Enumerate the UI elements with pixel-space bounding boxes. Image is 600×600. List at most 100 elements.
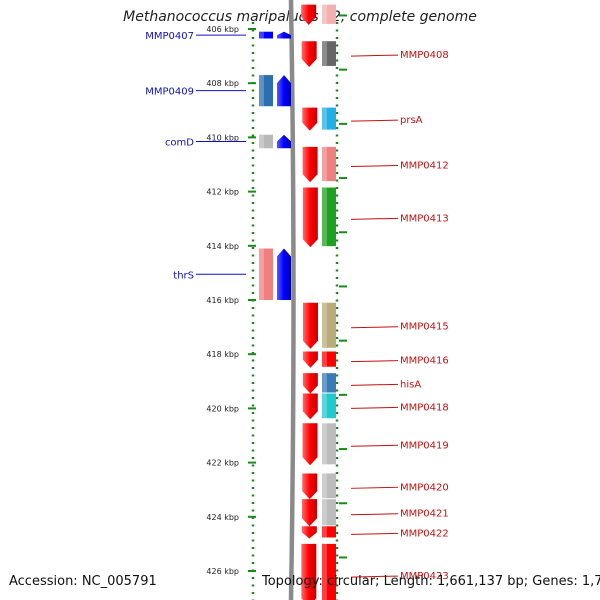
gene-arrow-forward[interactable] bbox=[277, 248, 291, 300]
cog-box-highlight bbox=[322, 526, 327, 538]
gene-label[interactable]: thrS bbox=[173, 270, 194, 281]
gene-label[interactable]: MMP0418 bbox=[400, 402, 449, 413]
gene-label[interactable]: MMP0421 bbox=[400, 509, 449, 520]
gene-label[interactable]: MMP0413 bbox=[400, 213, 449, 224]
cog-color-box bbox=[259, 75, 273, 107]
gene-label-leader bbox=[350, 326, 399, 329]
cog-box-highlight bbox=[322, 499, 327, 526]
cog-box-highlight bbox=[322, 4, 327, 24]
gene-label-leader bbox=[350, 444, 399, 447]
axis-tick-label: 424 kbp bbox=[206, 513, 239, 522]
gene-label-leader bbox=[350, 165, 399, 167]
gene-label-leader bbox=[350, 532, 399, 535]
cog-box-highlight bbox=[322, 373, 327, 393]
axis-tick-label: 416 kbp bbox=[206, 296, 239, 305]
gene-label[interactable]: MMP0422 bbox=[400, 528, 449, 539]
cog-box-highlight bbox=[322, 107, 327, 130]
cog-box-highlight bbox=[322, 146, 327, 182]
cog-box-highlight bbox=[259, 248, 264, 300]
gene-label[interactable]: MMP0423 bbox=[400, 571, 449, 582]
cog-color-box bbox=[259, 31, 273, 39]
gene-label-leader bbox=[350, 217, 399, 220]
gene-label[interactable]: MMP0419 bbox=[400, 440, 449, 451]
cog-color-box bbox=[322, 499, 336, 526]
cog-box-highlight bbox=[322, 351, 327, 367]
gene-arrow-forward[interactable] bbox=[277, 134, 291, 149]
gene-label[interactable]: MMP0415 bbox=[400, 322, 449, 333]
cog-color-box bbox=[322, 373, 336, 393]
gene-label[interactable]: hisA bbox=[400, 379, 421, 390]
genome-stats-text: Topology: circular; Length: 1,661,137 bp… bbox=[262, 574, 600, 589]
gene-label-leader bbox=[350, 54, 399, 57]
axis-tick-label: 408 kbp bbox=[206, 79, 239, 88]
axis-tick-label: 420 kbp bbox=[206, 404, 239, 413]
genome-backbone bbox=[288, 0, 296, 600]
gene-arrow-reverse[interactable] bbox=[302, 187, 318, 248]
cog-color-box bbox=[322, 473, 336, 499]
gene-label-leader bbox=[350, 119, 399, 122]
gene-label[interactable]: MMP0409 bbox=[145, 87, 194, 98]
axis-tick-label: 422 kbp bbox=[206, 459, 239, 468]
cog-color-box bbox=[322, 351, 336, 367]
cog-color-box bbox=[322, 302, 336, 348]
accession-text: Accession: NC_005791 bbox=[9, 574, 157, 589]
gene-label-leader bbox=[350, 513, 399, 516]
axis-tick-label: 406 kbp bbox=[206, 25, 239, 34]
cog-box-highlight bbox=[322, 473, 327, 499]
cog-color-box bbox=[322, 543, 336, 600]
gene-label-leader bbox=[350, 360, 399, 363]
genome-title: Methanococcus maripaludis S2, complete g… bbox=[123, 9, 477, 25]
cog-color-box bbox=[322, 41, 336, 66]
gene-arrow-forward[interactable] bbox=[277, 75, 291, 107]
gene-arrow-reverse[interactable] bbox=[302, 351, 318, 368]
cog-color-box bbox=[322, 146, 336, 182]
gene-label[interactable]: MMP0412 bbox=[400, 161, 449, 172]
axis-tick-label: 412 kbp bbox=[206, 188, 239, 197]
cog-box-highlight bbox=[322, 302, 327, 348]
axis-tick-label: 414 kbp bbox=[206, 242, 239, 251]
gene-arrow-forward[interactable] bbox=[277, 31, 291, 39]
gene-label-leader bbox=[350, 575, 399, 578]
cog-box-highlight bbox=[259, 31, 264, 39]
cog-box-highlight bbox=[322, 187, 327, 247]
cog-color-box bbox=[322, 4, 336, 24]
cog-box-highlight bbox=[322, 393, 327, 419]
gene-label[interactable]: MMP0416 bbox=[400, 356, 449, 367]
cog-box-highlight bbox=[322, 543, 327, 600]
gene-label[interactable]: MMP0420 bbox=[400, 482, 449, 493]
gene-arrow-reverse[interactable] bbox=[301, 543, 317, 600]
gene-label[interactable]: MMP0407 bbox=[145, 31, 194, 42]
gene-label[interactable]: comD bbox=[165, 137, 194, 148]
cog-box-highlight bbox=[259, 134, 264, 149]
gene-arrow-reverse[interactable] bbox=[301, 4, 317, 25]
cog-color-box bbox=[322, 107, 336, 130]
gene-label[interactable]: prsA bbox=[400, 115, 423, 126]
cog-color-box bbox=[322, 187, 336, 247]
cog-color-box bbox=[322, 393, 336, 419]
gene-label[interactable]: MMP0408 bbox=[400, 50, 449, 61]
gene-arrow-reverse[interactable] bbox=[301, 41, 317, 67]
axis-tick-label: 410 kbp bbox=[206, 133, 239, 142]
gene-label-leader bbox=[350, 406, 399, 409]
gene-arrow-reverse[interactable] bbox=[302, 423, 318, 466]
gene-arrow-reverse[interactable] bbox=[302, 393, 318, 420]
gene-arrow-reverse[interactable] bbox=[302, 146, 318, 183]
gene-label-leader bbox=[350, 486, 399, 489]
cog-color-box bbox=[322, 526, 336, 538]
cog-color-box bbox=[259, 248, 273, 300]
cog-color-box bbox=[259, 134, 273, 149]
gene-arrow-reverse[interactable] bbox=[302, 373, 318, 394]
gene-arrow-reverse[interactable] bbox=[301, 526, 317, 539]
gene-arrow-reverse[interactable] bbox=[302, 302, 318, 349]
gene-label-leader bbox=[350, 383, 399, 386]
gene-arrow-reverse[interactable] bbox=[302, 499, 318, 527]
cog-color-box bbox=[322, 423, 336, 465]
cog-box-highlight bbox=[322, 423, 327, 465]
gene-arrow-reverse[interactable] bbox=[302, 107, 318, 131]
axis-tick-label: 426 kbp bbox=[206, 567, 239, 576]
cog-box-highlight bbox=[259, 75, 264, 107]
cog-box-highlight bbox=[322, 41, 327, 66]
axis-tick-label: 418 kbp bbox=[206, 350, 239, 359]
gene-arrow-reverse[interactable] bbox=[302, 473, 318, 500]
